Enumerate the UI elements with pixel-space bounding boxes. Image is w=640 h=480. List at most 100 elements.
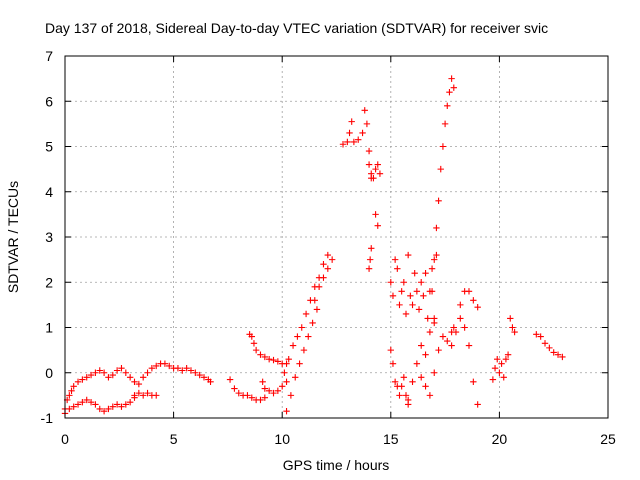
series-arc-13 xyxy=(365,161,384,182)
x-tick-label: 15 xyxy=(383,431,399,447)
grid-lines xyxy=(65,56,608,418)
data-point xyxy=(465,342,473,349)
data-point xyxy=(550,349,557,356)
data-point xyxy=(289,342,297,349)
data-point xyxy=(387,279,394,286)
data-point xyxy=(554,351,562,358)
data-point xyxy=(144,389,151,397)
chart-title: Day 137 of 2018, Sidereal Day-to-day VTE… xyxy=(45,20,548,36)
data-point xyxy=(126,398,134,406)
data-point xyxy=(135,389,143,397)
data-point xyxy=(428,288,436,295)
data-point xyxy=(504,351,512,358)
data-point xyxy=(187,367,195,374)
data-point xyxy=(450,324,457,331)
data-point xyxy=(196,371,203,379)
data-point xyxy=(441,120,449,128)
data-point xyxy=(66,392,73,399)
data-point xyxy=(153,392,160,399)
data-point xyxy=(261,385,269,392)
data-point xyxy=(274,387,282,395)
data-point xyxy=(183,365,190,372)
series-arc-5 xyxy=(226,376,269,404)
data-point xyxy=(100,408,108,415)
data-point xyxy=(279,383,286,390)
series-arc-17 xyxy=(387,346,412,408)
data-point xyxy=(400,279,408,286)
data-point xyxy=(244,392,251,399)
data-point xyxy=(474,303,481,311)
data-point xyxy=(387,346,394,354)
data-point xyxy=(294,333,301,340)
y-tick-label: 1 xyxy=(45,320,53,336)
data-point xyxy=(409,301,416,309)
data-point xyxy=(298,324,305,331)
data-point xyxy=(265,387,273,395)
data-point xyxy=(113,367,121,374)
x-axis-label: GPS time / hours xyxy=(283,457,390,473)
data-point xyxy=(105,405,112,413)
data-point xyxy=(87,398,95,406)
data-point xyxy=(415,306,423,313)
data-point xyxy=(231,385,238,392)
data-point xyxy=(374,161,381,168)
series-arc-12 xyxy=(359,107,375,182)
data-point xyxy=(420,292,427,300)
series-arc-25 xyxy=(533,331,566,361)
data-point xyxy=(248,333,255,340)
data-point xyxy=(389,292,397,300)
data-point xyxy=(422,270,429,277)
data-point xyxy=(500,374,507,381)
data-point xyxy=(428,265,436,272)
data-point xyxy=(409,378,416,385)
data-point xyxy=(311,297,318,304)
data-point xyxy=(470,378,477,385)
data-point xyxy=(131,378,138,385)
data-point xyxy=(153,362,160,370)
data-point xyxy=(74,401,82,408)
data-point xyxy=(309,319,316,327)
data-point xyxy=(302,310,310,318)
y-tick-label: 3 xyxy=(45,229,53,245)
data-point xyxy=(402,392,410,399)
data-point xyxy=(270,356,277,364)
data-point xyxy=(474,401,481,408)
data-point xyxy=(305,333,312,340)
series-arc-2 xyxy=(61,394,138,417)
y-tick-label: 4 xyxy=(45,184,53,200)
data-point xyxy=(122,401,130,408)
data-point xyxy=(426,328,434,336)
data-point xyxy=(366,256,374,263)
data-point xyxy=(281,369,288,376)
data-point xyxy=(207,378,214,385)
data-point xyxy=(433,251,440,259)
series-arc-11 xyxy=(339,118,362,148)
data-point xyxy=(389,360,397,367)
data-point xyxy=(96,405,103,413)
series-arc-10 xyxy=(311,256,336,304)
plot-frame xyxy=(64,55,609,419)
data-point xyxy=(404,396,412,404)
data-point xyxy=(509,324,516,331)
data-point xyxy=(348,118,355,125)
data-point xyxy=(355,136,362,143)
data-point xyxy=(363,120,371,128)
data-point xyxy=(396,392,403,399)
data-point xyxy=(139,392,147,399)
data-point xyxy=(376,170,384,177)
data-point xyxy=(148,365,156,372)
data-point xyxy=(422,383,429,390)
data-point xyxy=(118,403,125,410)
data-point xyxy=(339,141,347,148)
data-point xyxy=(537,333,544,340)
x-tick-label: 20 xyxy=(492,431,508,447)
data-point xyxy=(372,211,379,218)
data-point xyxy=(394,265,401,272)
data-point xyxy=(398,288,405,295)
x-tick-label: 10 xyxy=(274,431,290,447)
data-point xyxy=(418,342,425,349)
data-point xyxy=(274,358,282,365)
data-point xyxy=(70,403,77,410)
data-point xyxy=(105,374,112,381)
